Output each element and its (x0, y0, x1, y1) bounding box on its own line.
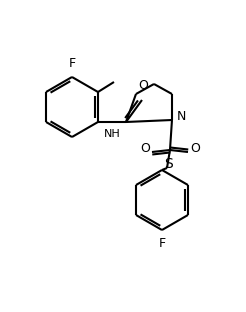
Text: N: N (177, 110, 186, 124)
Text: O: O (190, 143, 200, 155)
Text: F: F (68, 57, 76, 70)
Text: O: O (140, 143, 150, 155)
Text: NH: NH (104, 129, 120, 139)
Text: O: O (138, 79, 148, 92)
Text: S: S (165, 157, 173, 171)
Text: F: F (158, 237, 166, 250)
